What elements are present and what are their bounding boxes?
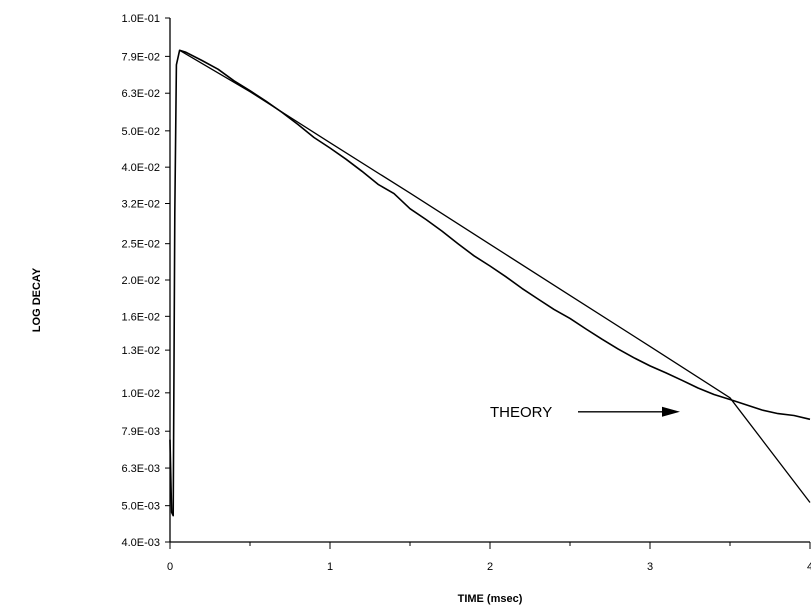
annotation-layer: THEORY [490, 404, 680, 421]
y-tick-label: 6.3E-03 [121, 463, 160, 475]
y-tick-label: 2.5E-02 [121, 239, 160, 251]
x-axis-title: TIME (msec) [458, 593, 523, 605]
y-tick-label: 7.9E-03 [121, 426, 160, 438]
theory-annotation-arrow-head [662, 406, 680, 417]
x-tick-label: 2 [487, 561, 493, 573]
y-tick-label: 2.0E-02 [121, 275, 160, 287]
y-tick-label: 1.6E-02 [121, 311, 160, 323]
y-axis: 4.0E-03 5.0E-03 6.3E-03 7.9E-03 1.0E-02 1.3E-… [121, 13, 171, 549]
theory-line [179, 49, 811, 503]
x-tick-label: 3 [647, 561, 653, 573]
y-tick-label: 5.0E-02 [121, 126, 160, 138]
series-layer [169, 49, 811, 517]
x-tick-label: 4 [807, 561, 811, 573]
y-tick-label: 5.0E-03 [121, 501, 160, 513]
y-tick-label: 3.2E-02 [121, 198, 160, 210]
y-tick-label: 4.0E-03 [121, 537, 160, 549]
y-axis-title: LOG DECAY [31, 267, 43, 332]
x-tick-label: 0 [167, 561, 173, 573]
x-axis: 0 1 2 3 4 [167, 541, 811, 573]
y-tick-label: 6.3E-02 [121, 88, 160, 100]
y-tick-label: 7.9E-02 [121, 51, 160, 63]
y-tick-label: 1.3E-02 [121, 345, 160, 357]
theory-annotation-label: THEORY [490, 404, 552, 421]
y-tick-label: 1.0E-01 [121, 13, 160, 25]
measured-decay-line [169, 49, 811, 517]
y-tick-label: 4.0E-02 [121, 162, 160, 174]
x-tick-label: 1 [327, 561, 333, 573]
y-tick-label: 1.0E-02 [121, 388, 160, 400]
